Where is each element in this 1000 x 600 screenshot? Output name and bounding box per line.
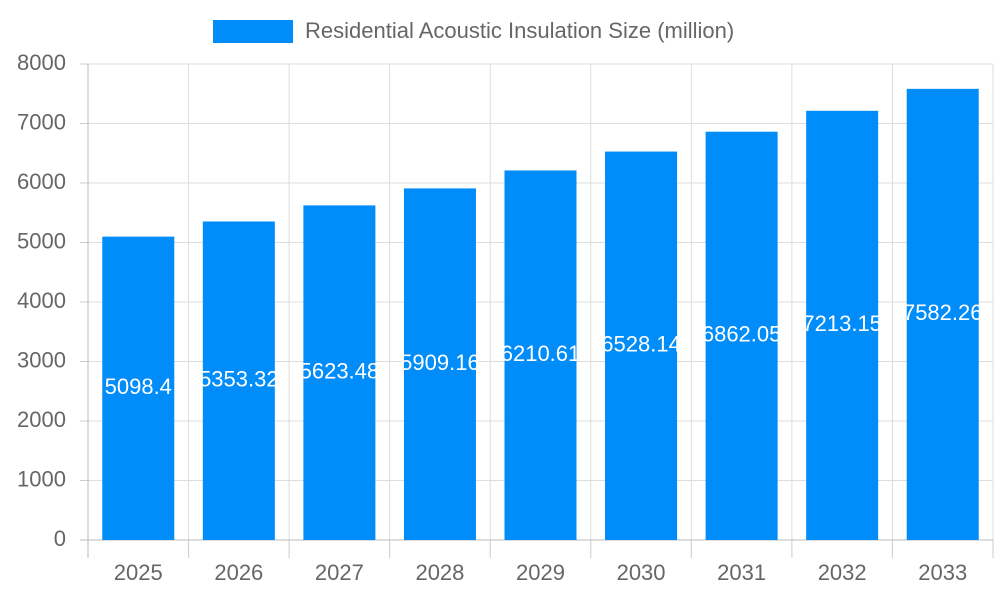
value-label: 7213.15 xyxy=(802,311,882,336)
bar xyxy=(705,131,778,541)
bar xyxy=(806,110,879,541)
bar xyxy=(605,151,678,540)
x-tick-label: 2031 xyxy=(717,560,766,585)
bar xyxy=(102,236,175,540)
bar xyxy=(504,170,577,541)
y-tick-label: 4000 xyxy=(17,288,66,313)
bar xyxy=(202,221,275,540)
bar xyxy=(906,88,979,540)
y-tick-label: 6000 xyxy=(17,169,66,194)
value-label: 5098.4 xyxy=(105,374,172,399)
y-tick-label: 2000 xyxy=(17,407,66,432)
x-tick-label: 2033 xyxy=(918,560,967,585)
y-tick-label: 3000 xyxy=(17,347,66,372)
value-label: 7582.26 xyxy=(903,300,983,325)
y-tick-label: 0 xyxy=(54,526,66,551)
bar xyxy=(303,205,376,540)
x-tick-label: 2032 xyxy=(818,560,867,585)
value-label: 6210.61 xyxy=(501,341,581,366)
y-tick-label: 5000 xyxy=(17,228,66,253)
value-label: 6528.14 xyxy=(601,332,681,357)
x-tick-label: 2029 xyxy=(516,560,565,585)
value-label: 5623.48 xyxy=(300,359,380,384)
y-tick-label: 7000 xyxy=(17,109,66,134)
x-tick-label: 2025 xyxy=(114,560,163,585)
x-tick-label: 2028 xyxy=(415,560,464,585)
bar xyxy=(403,188,476,541)
value-label: 5909.16 xyxy=(400,350,480,375)
value-label: 6862.05 xyxy=(702,322,782,347)
x-tick-label: 2027 xyxy=(315,560,364,585)
x-tick-label: 2026 xyxy=(214,560,263,585)
legend-label: Residential Acoustic Insulation Size (mi… xyxy=(305,18,734,43)
value-label: 5353.32 xyxy=(199,367,279,392)
legend-swatch xyxy=(213,20,293,43)
y-tick-label: 1000 xyxy=(17,466,66,491)
x-tick-label: 2030 xyxy=(617,560,666,585)
y-tick-label: 8000 xyxy=(17,50,66,75)
